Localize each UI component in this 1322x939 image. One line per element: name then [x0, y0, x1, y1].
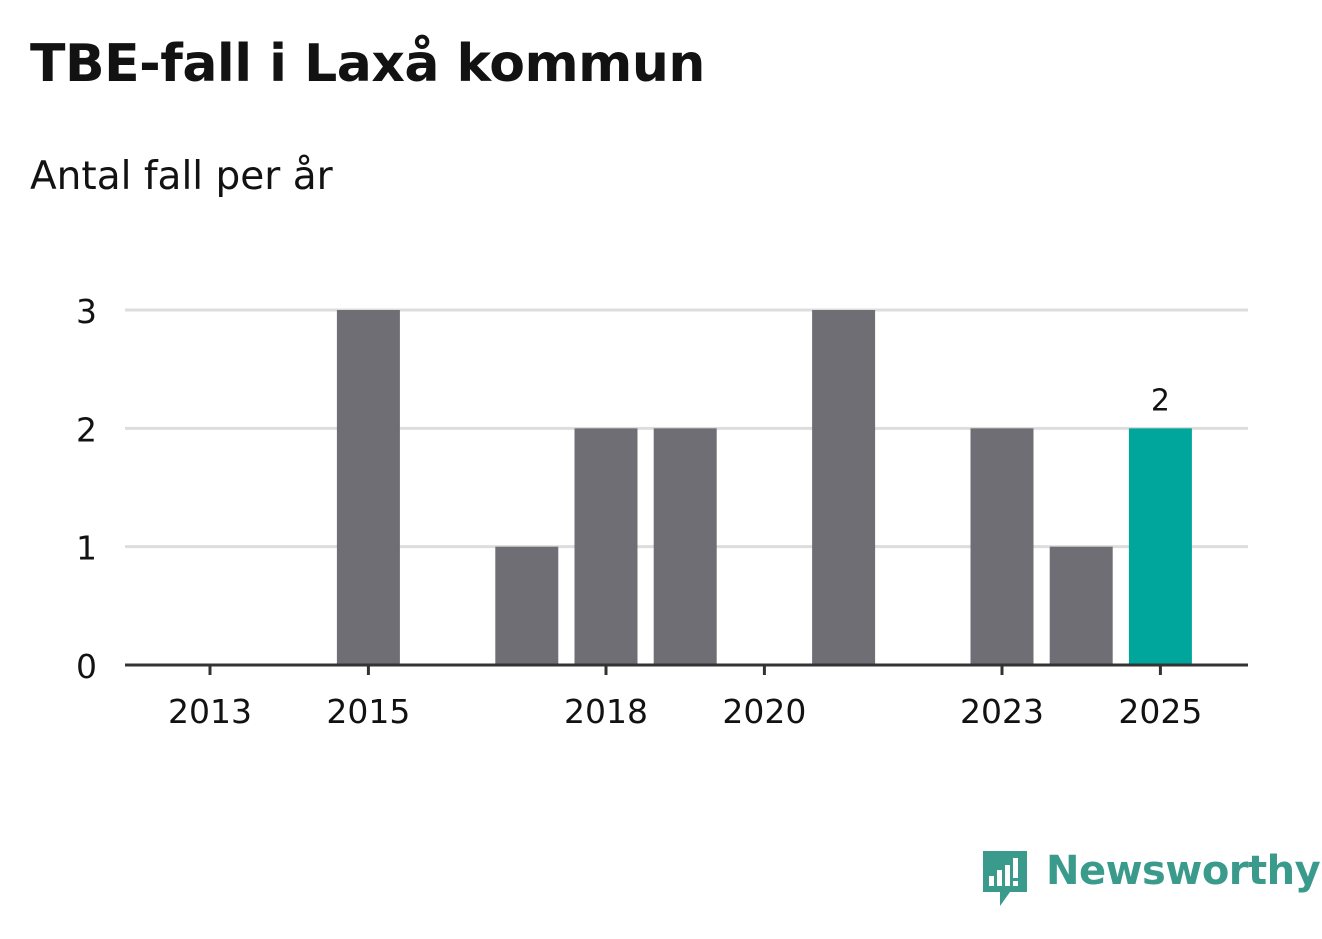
y-tick-label: 0: [76, 647, 97, 686]
bar-2018: [574, 428, 638, 665]
bar-2025: [1128, 428, 1192, 665]
bar-2023: [970, 428, 1034, 665]
x-tick-label: 2023: [960, 692, 1044, 731]
bar-2021: [812, 310, 876, 665]
x-tick-label: 2025: [1118, 692, 1202, 731]
newsworthy-logo: Newsworthy: [980, 848, 1321, 912]
x-tick-label: 2018: [564, 692, 648, 731]
chart-subtitle: Antal fall per år: [30, 154, 333, 199]
data-label: 2: [1151, 383, 1170, 418]
bar-2015: [336, 310, 400, 665]
x-tick-label: 2013: [168, 692, 252, 731]
axes: [125, 663, 1248, 675]
logo-text: Newsworthy: [1046, 848, 1321, 894]
bar-2024: [1049, 546, 1113, 665]
labels: 0 1 2 3 2013 2015 2018 2020 2023 2025 2: [76, 292, 1202, 731]
bar-2019: [653, 428, 717, 665]
x-tick-label: 2020: [722, 692, 806, 731]
newsworthy-logo-icon: [983, 851, 1027, 906]
bars: [336, 310, 1192, 665]
x-tick-label: 2015: [326, 692, 410, 731]
y-tick-label: 2: [76, 410, 97, 449]
bar-2017: [495, 546, 559, 665]
chart-title: TBE-fall i Laxå kommun: [30, 34, 705, 94]
y-tick-label: 1: [76, 529, 97, 568]
y-tick-label: 3: [76, 292, 97, 331]
